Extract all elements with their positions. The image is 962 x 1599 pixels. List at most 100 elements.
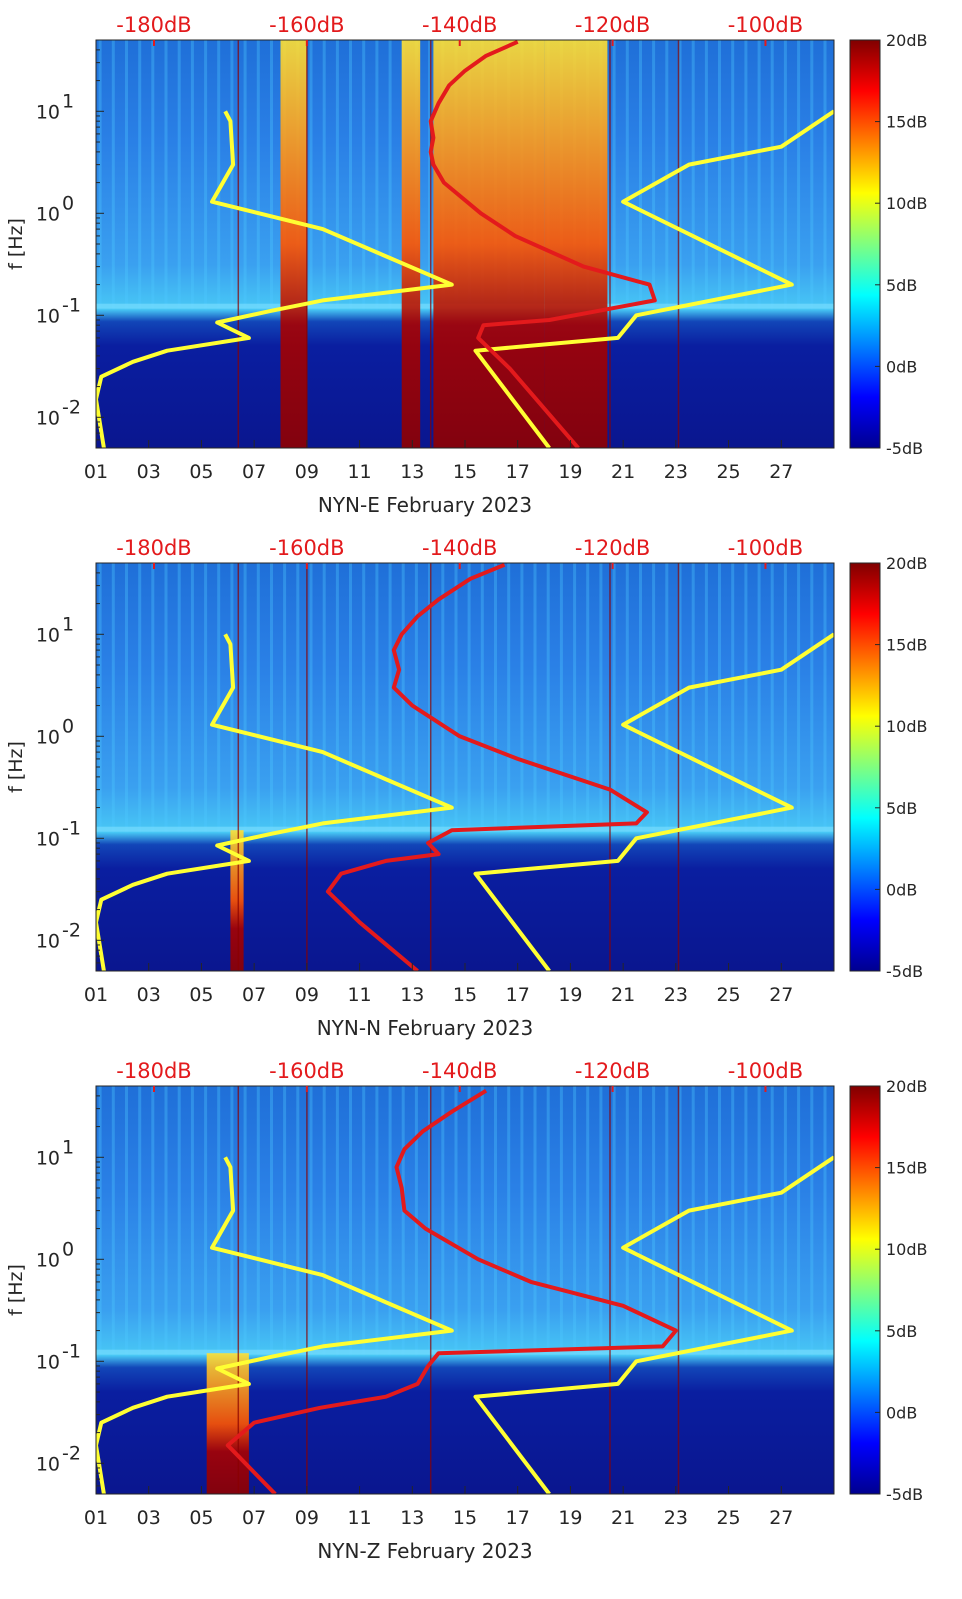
striation [599,1086,603,1356]
series-1 [96,633,454,971]
striation [704,563,708,833]
y-tick-exponent: -1 [62,1340,81,1362]
x-tick-label: 23 [664,1507,688,1529]
colorbar-tick-label: 15dB [886,1159,928,1178]
x-tick-label: 13 [400,461,424,483]
spectrogram-content [96,563,834,971]
striation [283,563,287,833]
striation [217,1086,221,1356]
top-tick-label: -140dB [422,536,497,560]
striation [770,40,774,310]
striation [810,563,814,833]
striation [375,40,379,310]
striation [797,40,801,310]
striation [507,563,511,833]
x-tick-label: 11 [347,1507,371,1529]
x-tick-label: 21 [611,1507,635,1529]
striation [335,40,339,310]
top-tick-label: -180dB [116,536,191,560]
striation [612,1086,616,1356]
striation [388,563,392,833]
colorbar-tick-label: 0dB [886,1403,917,1422]
striation [349,40,352,310]
x-tick-label: 13 [400,1507,424,1529]
striation [731,563,735,833]
striation [98,1086,102,1356]
colorbar [849,1085,881,1495]
striation [441,563,445,833]
striation [494,1086,497,1356]
y-tick-exponent: 1 [62,1136,74,1158]
y-tick-label: 10 [36,1351,60,1373]
colorbar-tick-label: 15dB [886,113,928,132]
striation [744,40,748,310]
striation [388,1086,392,1356]
striation [639,1086,642,1356]
x-tick-label: 05 [189,1507,213,1529]
x-tick-label: 17 [506,461,530,483]
striation [151,40,155,310]
striation [757,40,761,310]
striation [810,40,814,310]
x-tick-label: 05 [189,984,213,1006]
striation [625,1086,629,1356]
x-axis-label: NYN-N February 2023 [317,1016,534,1040]
striation [125,40,128,310]
top-tick-label: -100dB [728,1059,803,1083]
top-tick-label: -120dB [575,13,650,37]
striation [309,40,313,310]
x-tick-label: 19 [558,984,582,1006]
striation [177,40,181,310]
striation [599,563,603,833]
striation [454,1086,458,1356]
colorbar-tick-label: 10dB [886,1240,928,1259]
striation [164,40,168,310]
x-tick-label: 01 [84,984,108,1006]
striation [586,1086,590,1356]
striation [507,1086,511,1356]
striation [559,563,563,833]
x-tick-label: 09 [295,984,319,1006]
striation [428,1086,432,1356]
striation [612,40,616,310]
series-2 [473,1155,834,1494]
striation [349,1086,352,1356]
x-tick-label: 03 [137,984,161,1006]
y-tick-exponent: 0 [62,715,74,737]
striation [256,40,260,310]
colorbar-tick-label: 20dB [886,1077,928,1096]
striation [98,563,102,833]
y-tick-exponent: 0 [62,192,74,214]
top-tick-label: -120dB [575,536,650,560]
y-tick-label: 10 [36,305,60,327]
x-tick-label: 23 [664,984,688,1006]
striation [546,563,550,833]
striation [98,40,102,310]
striation [230,563,234,833]
y-tick-label: 10 [36,1147,60,1169]
x-tick-label: 07 [242,984,266,1006]
top-tick-label: -180dB [116,1059,191,1083]
striation [217,40,221,310]
y-tick-label: 10 [36,203,60,225]
x-tick-label: 27 [769,1507,793,1529]
x-tick-label: 17 [506,1507,530,1529]
y-tick-label: 10 [36,101,60,123]
striation [243,563,247,833]
y-tick-exponent: -2 [62,1442,81,1464]
colorbar-tick-label: 20dB [886,31,928,50]
top-tick-label: -160dB [269,536,344,560]
top-tick-label: -160dB [269,13,344,37]
x-tick-label: 15 [453,461,477,483]
striation [783,40,787,310]
striation [138,40,142,310]
striation [270,563,273,833]
x-tick-label: 21 [611,461,635,483]
x-tick-label: 19 [558,461,582,483]
striation [665,1086,669,1356]
striation [335,1086,339,1356]
striation [375,563,379,833]
high-energy-band [544,40,608,448]
y-tick-label: 10 [36,726,60,748]
top-tick-label: -140dB [422,1059,497,1083]
